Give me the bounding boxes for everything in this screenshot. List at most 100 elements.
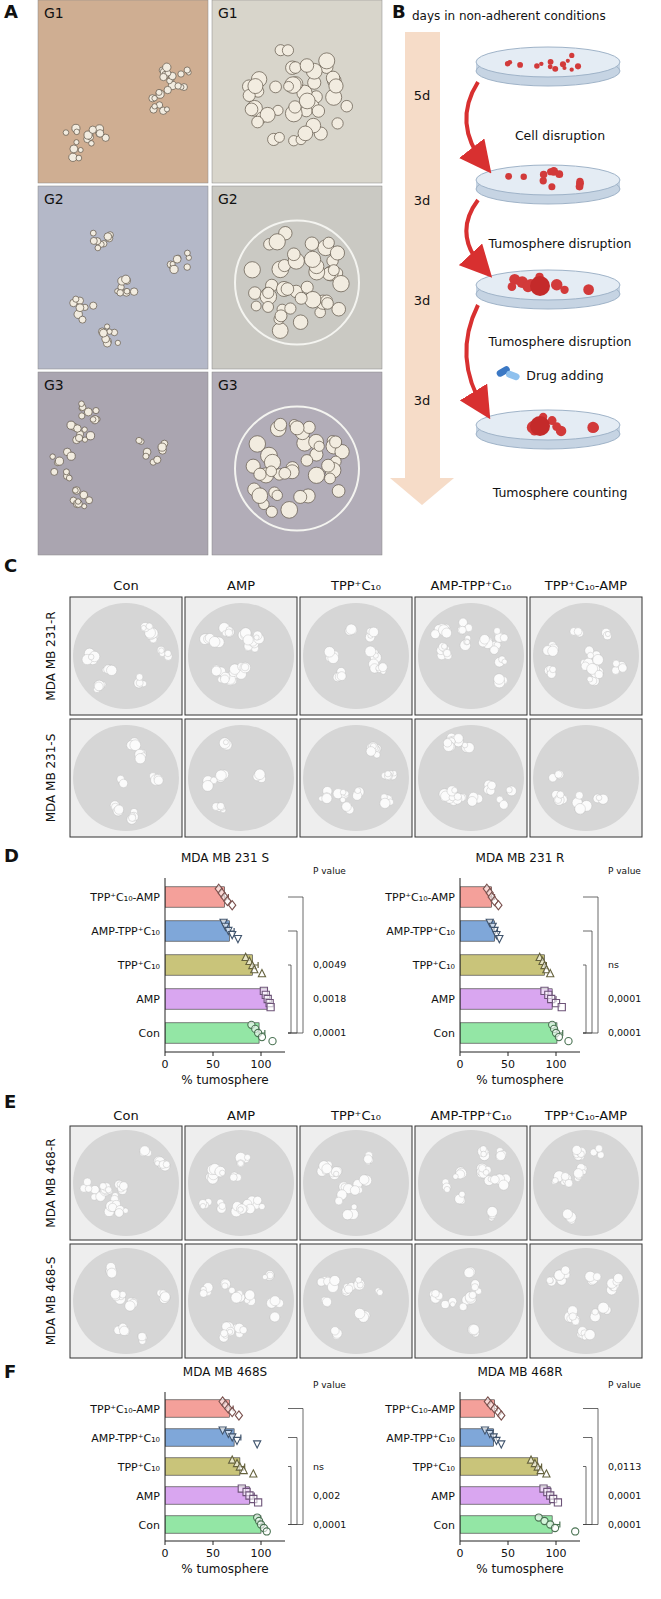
data-point xyxy=(229,901,236,910)
bar xyxy=(460,1023,557,1043)
micrograph-label: G2 xyxy=(44,191,64,207)
tumosphere xyxy=(432,1290,440,1298)
tumosphere xyxy=(491,1175,500,1184)
y-axis xyxy=(165,1392,166,1541)
tumosphere xyxy=(561,1266,570,1275)
tumosphere xyxy=(464,639,470,645)
sphere-dot xyxy=(505,173,512,180)
tumosphere xyxy=(442,1183,450,1191)
cell xyxy=(281,283,294,296)
cell xyxy=(122,275,130,283)
tumosphere xyxy=(331,1327,339,1335)
micrograph-label: G1 xyxy=(218,5,238,21)
sphere-dot xyxy=(534,63,540,69)
data-point xyxy=(554,1499,561,1506)
step-label: Tumosphere disruption xyxy=(488,236,632,251)
tumosphere xyxy=(443,739,451,747)
tumosphere xyxy=(469,1324,479,1334)
cell xyxy=(99,329,107,337)
micrograph xyxy=(38,0,208,183)
tumosphere xyxy=(114,805,123,814)
tumosphere xyxy=(557,791,564,798)
day-label: 3d xyxy=(414,393,431,408)
well xyxy=(533,1130,639,1236)
cell xyxy=(263,301,274,312)
micrograph-label: G3 xyxy=(218,377,238,393)
step-arrow xyxy=(466,200,484,269)
tumosphere xyxy=(548,646,558,656)
well xyxy=(533,603,639,709)
tumosphere xyxy=(488,781,496,789)
cell xyxy=(322,298,334,310)
tumosphere xyxy=(452,787,458,793)
cell xyxy=(299,93,315,109)
sphere-dot xyxy=(560,61,566,67)
tumosphere xyxy=(596,795,602,801)
sphere-dot xyxy=(530,416,550,436)
well-frame xyxy=(70,597,182,715)
well-frame xyxy=(185,1244,297,1358)
significance-bracket xyxy=(583,931,592,1033)
tumosphere xyxy=(94,682,103,691)
cell xyxy=(300,59,314,73)
cell xyxy=(173,255,181,263)
tick-label: 50 xyxy=(206,1547,220,1560)
tumosphere xyxy=(385,771,391,777)
well xyxy=(418,1130,524,1236)
cell xyxy=(90,417,96,423)
well-frame xyxy=(300,1126,412,1240)
step-label: Drug adding xyxy=(526,368,603,383)
tumosphere xyxy=(322,1164,332,1174)
cell xyxy=(86,432,94,440)
tumosphere xyxy=(119,779,127,787)
cell xyxy=(251,301,261,311)
data-point xyxy=(263,1528,270,1535)
tumosphere xyxy=(244,1154,250,1160)
tumosphere xyxy=(94,680,104,690)
cell xyxy=(290,421,304,435)
data-point xyxy=(498,1441,505,1448)
tumosphere xyxy=(351,1204,357,1210)
cell xyxy=(73,487,79,493)
significance-bracket xyxy=(288,965,291,1033)
cell xyxy=(301,455,313,467)
tumosphere xyxy=(618,664,627,673)
well xyxy=(73,1130,179,1236)
cell xyxy=(248,79,263,94)
bar xyxy=(460,955,544,975)
bar xyxy=(460,1429,494,1446)
day-label: 3d xyxy=(414,293,431,308)
micrograph-label: G2 xyxy=(218,191,238,207)
tumosphere xyxy=(574,1169,584,1179)
well-frame xyxy=(415,597,527,715)
cell xyxy=(322,459,335,472)
tumosphere xyxy=(253,631,262,640)
tumosphere xyxy=(107,1268,117,1278)
sphere-dot xyxy=(583,284,594,295)
cell xyxy=(117,290,123,296)
cell xyxy=(63,469,69,475)
plot-area xyxy=(165,884,276,1045)
cell xyxy=(79,316,86,323)
tumosphere xyxy=(605,631,610,636)
cell xyxy=(124,288,130,294)
column-header: TPP⁺C₁₀ xyxy=(330,578,381,593)
cell xyxy=(279,467,291,479)
cell xyxy=(332,485,345,498)
tumosphere xyxy=(333,1171,338,1176)
cell xyxy=(284,81,294,91)
y-axis xyxy=(460,1392,461,1541)
cell xyxy=(184,250,190,256)
tick xyxy=(165,1052,166,1056)
tumosphere xyxy=(231,1292,242,1303)
sphere-outline xyxy=(235,407,359,531)
well-frame xyxy=(415,1126,527,1240)
data-point xyxy=(240,1466,247,1473)
cell xyxy=(312,105,324,117)
dish-top xyxy=(476,165,620,195)
tumosphere xyxy=(89,651,100,662)
tumosphere xyxy=(494,674,505,685)
tumosphere xyxy=(125,1301,135,1311)
tumosphere xyxy=(441,1300,449,1308)
micrograph-label: G1 xyxy=(44,5,64,21)
